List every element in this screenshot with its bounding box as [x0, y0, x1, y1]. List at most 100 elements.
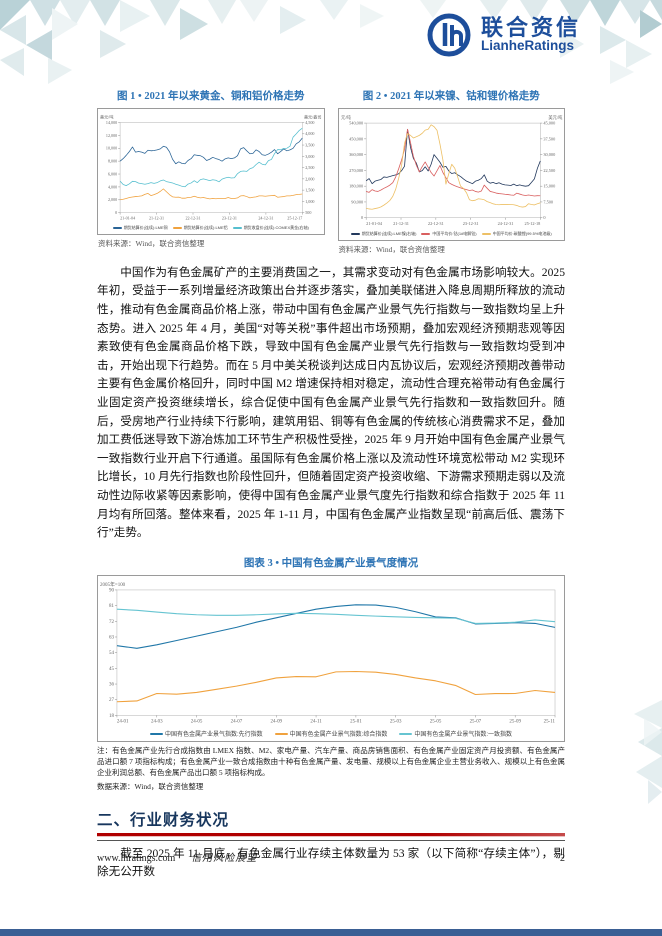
- svg-text:3,500: 3,500: [305, 142, 314, 148]
- page-footer: www.lhratings.com 信用风险展望 2: [97, 840, 565, 864]
- svg-text:540,000: 540,000: [349, 121, 363, 127]
- svg-text:24-12-31: 24-12-31: [258, 215, 273, 220]
- logo-chinese-name: 联合资信: [481, 15, 582, 41]
- legend-item: 中国有色金属产业景气指数:先行指数: [149, 729, 263, 738]
- svg-text:2,000: 2,000: [108, 197, 117, 203]
- svg-text:25-12-17: 25-12-17: [287, 215, 302, 220]
- figure2-title: 图 2 • 2021 年以来镍、钴和锂价格走势: [362, 91, 540, 102]
- svg-text:美元/盎司: 美元/盎司: [304, 114, 322, 120]
- svg-text:4,000: 4,000: [305, 131, 314, 137]
- svg-text:72: 72: [109, 620, 114, 625]
- svg-text:27: 27: [109, 698, 114, 703]
- svg-text:37,500: 37,500: [543, 136, 555, 142]
- svg-text:2,000: 2,000: [305, 176, 314, 182]
- svg-text:21-12-31: 21-12-31: [393, 221, 409, 226]
- svg-text:24-09: 24-09: [270, 719, 282, 724]
- svg-text:12,000: 12,000: [106, 133, 117, 139]
- svg-text:10,000: 10,000: [106, 146, 117, 152]
- svg-text:25-01: 25-01: [350, 719, 362, 724]
- svg-text:1,500: 1,500: [305, 188, 314, 194]
- figure1-column: 图 1 • 2021 年以来黄金、铜和铝价格走势 0 2,000 4,000 6,00…: [97, 88, 325, 255]
- svg-text:54: 54: [109, 651, 114, 656]
- svg-text:25-09: 25-09: [509, 719, 521, 724]
- svg-text:25-12-18: 25-12-18: [524, 221, 540, 226]
- section2-heading: 二、行业财务状况: [97, 812, 230, 830]
- svg-text:450,000: 450,000: [349, 136, 363, 142]
- figure2-source: 资料来源：Wind，联合资信整理: [338, 244, 445, 254]
- svg-text:0: 0: [115, 210, 117, 215]
- svg-text:25-05: 25-05: [430, 719, 442, 724]
- svg-text:180,000: 180,000: [349, 184, 363, 190]
- logo-icon: [427, 13, 471, 57]
- svg-text:22,500: 22,500: [543, 168, 555, 174]
- company-logo: 联合资信 LianheRatings: [426, 12, 581, 58]
- legend-item: 中国有色金属产业景气指数:一致指数: [399, 729, 512, 738]
- chart1-legend: 期货结算价(连续):LME铜 期货结算价(连续):LME铝 期货收盘价(连续):CO…: [99, 225, 323, 231]
- svg-text:24-05: 24-05: [191, 719, 203, 724]
- svg-text:6,000: 6,000: [108, 171, 117, 177]
- svg-text:4,000: 4,000: [108, 184, 117, 190]
- legend-item: 期货结算价(连续):LME铜: [112, 225, 168, 231]
- svg-text:7,500: 7,500: [543, 199, 553, 205]
- legend-item: 期货结算价(连续):LME镍(右轴): [350, 231, 416, 237]
- svg-text:25-03: 25-03: [390, 719, 402, 724]
- svg-text:21-12-31: 21-12-31: [149, 215, 164, 220]
- chart3-plot: 18 27 36 45 54 63 72 81 90 24-01 24-03 24-05 24-07 24…: [100, 581, 556, 724]
- svg-text:3,000: 3,000: [305, 154, 314, 160]
- svg-text:元/吨: 元/吨: [341, 114, 352, 121]
- figure2-chart: 0 90,000 180,000 270,000 360,000 450,000 540,0…: [337, 108, 565, 241]
- chart1-plot: 0 2,000 4,000 6,000 8,000 10,000 12,000 14,000 5…: [100, 114, 322, 221]
- svg-text:24-03: 24-03: [151, 719, 163, 724]
- chart2-plot: 0 90,000 180,000 270,000 360,000 450,000 540,0…: [341, 114, 563, 226]
- figure1-title: 图 1 • 2021 年以来黄金、铜和铝价格走势: [117, 91, 305, 102]
- figure3-chart: 18 27 36 45 54 63 72 81 90 24-01 24-03 24-05 24-07 24…: [97, 574, 565, 743]
- svg-text:4,500: 4,500: [305, 120, 314, 126]
- footer-page-number: 2: [560, 853, 565, 865]
- paragraph-financial-status: 截至 2025 年 11 月底，有色金属行业存续主体数量为 53 家（以下简称“…: [97, 846, 565, 879]
- svg-text:270,000: 270,000: [349, 168, 363, 174]
- svg-text:0: 0: [360, 215, 362, 220]
- svg-text:81: 81: [109, 604, 114, 609]
- logo-english-name: LianheRatings: [481, 38, 575, 54]
- section2-header: 二、行业财务状况: [97, 808, 565, 836]
- svg-text:90: 90: [109, 588, 114, 593]
- svg-text:23-12-31: 23-12-31: [462, 221, 478, 226]
- figure1-source: 资料来源：Wind，联合资信整理: [98, 239, 205, 249]
- svg-text:18: 18: [109, 714, 114, 719]
- footer-site-url[interactable]: www.lhratings.com: [97, 853, 176, 865]
- legend-item: 中国平均价:碳酸锂(99.5%电池级): [481, 231, 552, 237]
- svg-text:21-01-04: 21-01-04: [366, 221, 383, 226]
- svg-text:2005年=100: 2005年=100: [100, 581, 126, 588]
- svg-text:美元/吨: 美元/吨: [100, 114, 113, 120]
- figure-row: 图 1 • 2021 年以来黄金、铜和铝价格走势 0 2,000 4,000 6,00…: [97, 88, 565, 255]
- svg-text:24-12-31: 24-12-31: [497, 221, 513, 226]
- svg-text:500: 500: [305, 210, 311, 215]
- svg-text:14,000: 14,000: [106, 120, 117, 126]
- svg-text:24-01: 24-01: [117, 719, 129, 724]
- svg-text:45: 45: [109, 667, 114, 672]
- figure2-column: 图 2 • 2021 年以来镍、钴和锂价格走势 0 90,000 180,000 27…: [337, 88, 565, 255]
- svg-text:24-07: 24-07: [231, 719, 243, 724]
- svg-text:15,000: 15,000: [543, 184, 555, 190]
- svg-text:30,000: 30,000: [543, 152, 555, 158]
- chart3-legend: 中国有色金属产业景气指数:先行指数 中国有色金属产业景气指数:综合指数 中国有色金属…: [99, 729, 563, 738]
- svg-text:21-01-04: 21-01-04: [120, 215, 135, 220]
- chart2-legend: 期货结算价(连续):LME镍(右轴) 中国平均价:钴(1#电解钴) 中国平均价:碳酸…: [340, 231, 564, 237]
- section-heading-underline: [97, 833, 565, 836]
- svg-text:2,500: 2,500: [305, 165, 314, 171]
- bottom-blue-bar: [0, 929, 662, 936]
- svg-text:23-12-31: 23-12-31: [222, 215, 237, 220]
- legend-item: 中国有色金属产业景气指数:综合指数: [274, 729, 387, 738]
- legend-item: 期货收盘价(连续):COMEX黄金(右轴): [232, 225, 309, 231]
- page-content: 图 1 • 2021 年以来黄金、铜和铝价格走势 0 2,000 4,000 6,00…: [97, 88, 565, 879]
- figure3-title: 图表 3 • 中国有色金属产业景气度情况: [243, 557, 419, 569]
- svg-text:24-11: 24-11: [310, 719, 322, 724]
- svg-text:美元/吨: 美元/吨: [548, 114, 563, 121]
- footer-doc-title: 信用风险展望: [191, 853, 258, 865]
- legend-item: 中国平均价:钴(1#电解钴): [421, 231, 477, 237]
- svg-text:360,000: 360,000: [349, 152, 363, 158]
- svg-text:8,000: 8,000: [108, 159, 117, 165]
- svg-text:63: 63: [109, 635, 114, 640]
- svg-text:90,000: 90,000: [351, 199, 363, 205]
